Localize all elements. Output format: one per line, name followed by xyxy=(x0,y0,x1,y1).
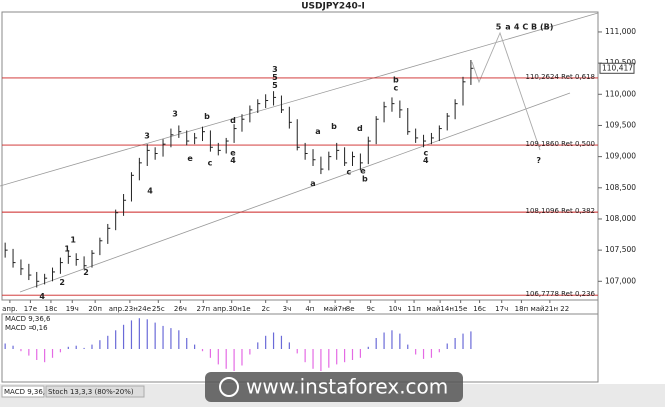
current-price-box xyxy=(599,62,635,74)
macd-prefix: MACD = xyxy=(5,324,34,332)
x-tick-label: 20п xyxy=(88,305,101,313)
wave-label: e xyxy=(230,148,236,157)
wave-label: ? xyxy=(536,156,541,165)
wave-label: B xyxy=(531,22,537,31)
x-tick-label: 16с xyxy=(473,305,486,313)
level-label: 108,1096 Ret 0,382 xyxy=(526,207,596,215)
wave-label: 4 xyxy=(230,156,236,165)
wave-label: 5 xyxy=(496,22,502,31)
x-tick-label: май14н xyxy=(426,305,454,313)
x-tick-label: 18с xyxy=(45,305,58,313)
x-tick-label: 17е xyxy=(24,305,37,313)
x-tick-label: 25с xyxy=(152,305,165,313)
wave-label: 4 xyxy=(514,22,520,31)
x-tick-label: 9с xyxy=(366,305,374,313)
tab-label[interactable]: Stoch 13,3,3 (80%-20%) xyxy=(48,388,134,396)
wave-label: b xyxy=(204,112,210,121)
wave-label: 4 xyxy=(423,156,429,165)
y-tick-label: 107,000 xyxy=(605,276,636,285)
forecast-path xyxy=(471,31,541,151)
wave-label: 4 xyxy=(147,186,153,195)
wave-label: 5 xyxy=(272,81,278,90)
wave-label: a xyxy=(505,22,510,31)
wave-label: 4 xyxy=(39,292,45,301)
price-panel xyxy=(1,11,599,301)
channel-upper xyxy=(0,12,599,187)
wave-label: 5 xyxy=(272,73,278,82)
x-tick-label: май21н 22 xyxy=(530,305,569,313)
watermark-box xyxy=(205,372,463,402)
macd-value: 0,16 xyxy=(32,324,48,332)
y-tick-label: 110,500 xyxy=(605,58,636,67)
wave-label: d xyxy=(357,124,363,133)
x-tick-label: 15е xyxy=(454,305,467,313)
x-tick-label: апр. xyxy=(2,305,18,313)
wave-label: 1 xyxy=(64,244,70,253)
level-label: 109,1860 Ret 0,500 xyxy=(526,140,596,148)
wave-label: c xyxy=(393,84,398,93)
wave-label: 1 xyxy=(70,236,76,245)
y-tick-label: 111,000 xyxy=(605,27,636,36)
channel-lower xyxy=(19,92,571,293)
y-tick-label: 107,500 xyxy=(605,245,636,254)
wave-label: 3 xyxy=(172,110,178,119)
current-price-label: 110,417 xyxy=(602,63,633,72)
x-tick-label: апр.30н1е xyxy=(213,305,251,313)
y-tick-label: 108,500 xyxy=(605,183,636,192)
x-tick-label: 4п xyxy=(305,305,314,313)
wave-label: b xyxy=(393,75,399,84)
wave-label: 2 xyxy=(59,278,65,287)
tab-label[interactable]: MACD 9,36,6 xyxy=(4,388,50,396)
x-tick-label: 11п xyxy=(407,305,420,313)
x-tick-label: 8е xyxy=(346,305,355,313)
x-tick-label: 17ч xyxy=(495,305,508,313)
x-tick-label: 27п xyxy=(197,305,210,313)
x-tick-label: 3ч xyxy=(283,305,292,313)
x-tick-label: 26ч xyxy=(174,305,187,313)
level-label: 106,7778 Ret 0,236 xyxy=(526,290,596,298)
y-tick-label: 110,000 xyxy=(605,89,636,98)
wave-label: 3 xyxy=(144,132,150,141)
wave-label: e xyxy=(360,166,366,175)
wave-label: C xyxy=(522,22,528,31)
wave-label: c xyxy=(208,158,213,167)
wave-label: c xyxy=(346,168,351,177)
y-tick-label: 109,000 xyxy=(605,152,636,161)
wave-label: 3 xyxy=(272,65,278,74)
tab[interactable] xyxy=(1,385,45,398)
watermark-logo xyxy=(219,377,239,397)
wave-label: a xyxy=(315,127,320,136)
x-tick-label: 10ч xyxy=(389,305,402,313)
x-tick-label: апр.23н24е xyxy=(109,305,151,313)
x-tick-label: 18п xyxy=(515,305,528,313)
wave-label: b xyxy=(362,175,368,184)
wave-label: e xyxy=(187,154,193,163)
wave-label: c xyxy=(423,148,428,157)
chart-title: USDJPY240-I xyxy=(301,2,365,12)
level-label: 110,2624 Ret 0,618 xyxy=(526,73,596,81)
wave-label: 2 xyxy=(83,268,89,277)
macd-panel xyxy=(1,313,599,383)
y-tick-label: 108,000 xyxy=(605,214,636,223)
tab[interactable] xyxy=(45,385,145,398)
wave-label: b xyxy=(331,122,337,131)
macd-title: MACD 9,36,6 xyxy=(5,315,51,323)
y-tick-label: 109,500 xyxy=(605,120,636,129)
x-tick-label: 2с xyxy=(262,305,270,313)
wave-label: (B) xyxy=(540,22,553,31)
x-tick-label: 19ч xyxy=(66,305,79,313)
x-tick-label: май7н xyxy=(324,305,347,313)
wave-label: a xyxy=(310,179,315,188)
wave-label: d xyxy=(230,116,236,125)
watermark: www.instaforex.com xyxy=(246,375,448,399)
